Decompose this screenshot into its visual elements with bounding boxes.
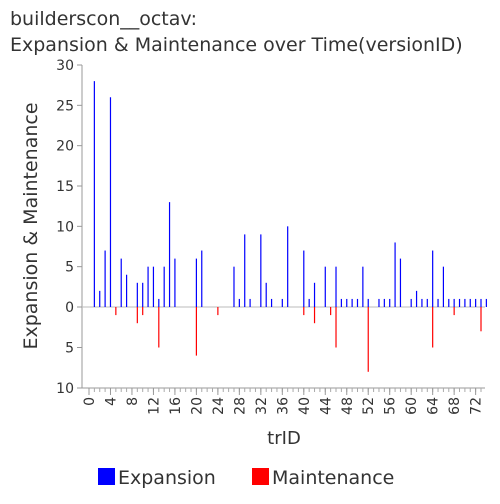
x-tick-label: 28: [232, 397, 248, 415]
legend-swatch-expansion: [98, 468, 115, 485]
y-tick-label: 20: [56, 139, 74, 155]
x-tick-label: 4: [103, 397, 119, 406]
x-tick-label: 36: [275, 397, 291, 415]
y-tick-label: 10: [56, 219, 74, 235]
x-tick-label: 60: [404, 397, 420, 415]
chart-title-line1: builderscon__octav:: [10, 8, 197, 30]
x-tick-label: 20: [189, 397, 205, 415]
x-tick-label: 0: [82, 397, 98, 406]
legend-label-expansion: Expansion: [118, 467, 216, 489]
x-tick-label: 52: [361, 397, 377, 415]
x-tick-label: 16: [168, 397, 184, 415]
y-tick-label: 10: [56, 381, 74, 397]
y-axis-label: Expansion & Maintenance: [20, 102, 42, 349]
x-tick-label: 24: [211, 397, 227, 415]
x-tick-label: 44: [318, 397, 334, 415]
legend: Expansion Maintenance: [98, 467, 394, 489]
x-tick-label: 48: [340, 397, 356, 415]
legend-swatch-maintenance: [252, 468, 269, 485]
x-tick-label: 72: [469, 397, 485, 415]
x-tick-label: 40: [297, 397, 313, 415]
y-tick-label: 5: [65, 341, 74, 357]
x-tick-label: 8: [125, 397, 141, 406]
legend-label-maintenance: Maintenance: [272, 467, 394, 489]
y-tick-label: 30: [56, 58, 74, 74]
y-tick-label: 15: [56, 179, 74, 195]
x-tick-label: 64: [426, 397, 442, 415]
x-tick-label: 56: [383, 397, 399, 415]
y-tick-label: 25: [56, 98, 74, 114]
x-tick-label: 12: [146, 397, 162, 415]
chart-title-line2: Expansion & Maintenance over Time(versio…: [10, 34, 463, 56]
x-tick-label: 32: [254, 397, 270, 415]
x-axis-label: trID: [267, 428, 301, 449]
y-tick-label: 5: [65, 260, 74, 276]
x-tick-label: 68: [447, 397, 463, 415]
y-tick-label: 0: [65, 300, 74, 316]
bars: [93, 81, 487, 372]
